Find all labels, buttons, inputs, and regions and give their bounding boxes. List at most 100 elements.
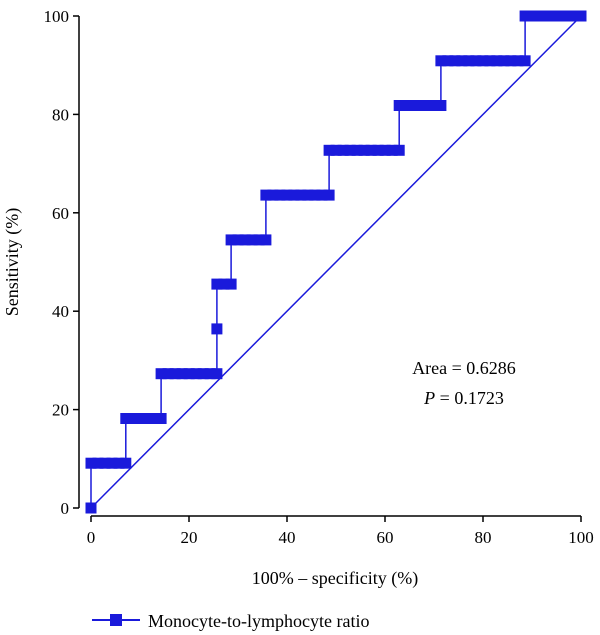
roc-point-marker [372, 144, 384, 156]
roc-point-marker [148, 413, 160, 424]
roc-point-marker [519, 10, 531, 22]
roc-point-marker [120, 457, 132, 469]
roc-point-marker [197, 368, 209, 380]
roc-point-marker [442, 55, 454, 67]
y-tick-label: 80 [52, 105, 69, 124]
roc-markers [85, 10, 587, 514]
roc-point-marker [218, 278, 230, 290]
x-tick-label: 0 [87, 528, 96, 547]
roc-point-marker [435, 55, 447, 67]
roc-point-marker [155, 368, 167, 380]
roc-point-marker [505, 55, 517, 67]
roc-point-marker [85, 457, 97, 469]
roc-point-marker [190, 368, 202, 380]
roc-point-marker [470, 55, 482, 67]
roc-point-marker [85, 502, 97, 514]
roc-point-marker [393, 100, 405, 111]
roc-point-marker [127, 413, 139, 424]
roc-point-marker [183, 368, 195, 380]
roc-point-marker [253, 234, 265, 246]
roc-point-marker [302, 189, 314, 201]
roc-point-marker [568, 10, 580, 22]
roc-point-marker [295, 189, 307, 201]
roc-point-marker [337, 144, 349, 156]
roc-point-marker [351, 144, 363, 156]
y-tick-label: 60 [52, 204, 69, 223]
legend-marker-icon [110, 614, 122, 626]
roc-point-marker [365, 144, 377, 156]
roc-point-marker [456, 55, 468, 67]
y-axis-title: Sensitivity (%) [2, 208, 23, 317]
roc-point-marker [176, 368, 188, 380]
roc-point-marker [400, 100, 412, 111]
y-tick-label: 20 [52, 401, 69, 420]
roc-point-marker [274, 189, 286, 201]
roc-point-marker [232, 234, 244, 246]
roc-point-marker [323, 189, 335, 201]
roc-point-marker [225, 278, 237, 290]
roc-point-marker [99, 457, 111, 469]
roc-point-marker [344, 144, 356, 156]
roc-point-marker [141, 413, 153, 424]
roc-point-marker [526, 10, 538, 22]
roc-point-marker [561, 10, 573, 22]
roc-point-marker [491, 55, 503, 67]
p-value-annotation: P = 0.1723 [423, 388, 504, 408]
roc-point-marker [169, 368, 181, 380]
roc-point-marker [519, 55, 531, 67]
roc-point-marker [533, 10, 545, 22]
roc-point-marker [449, 55, 461, 67]
roc-point-marker [162, 368, 174, 380]
roc-point-marker [211, 278, 223, 290]
roc-point-marker [414, 100, 426, 111]
roc-point-marker [323, 144, 335, 156]
legend: Monocyte-to-lymphocyte ratio [92, 611, 369, 631]
roc-point-marker [211, 323, 223, 335]
roc-point-marker [379, 144, 391, 156]
roc-point-marker [477, 55, 489, 67]
roc-point-marker [106, 457, 118, 469]
x-tick-label: 40 [279, 528, 296, 547]
x-tick-label: 60 [377, 528, 394, 547]
roc-point-marker [134, 413, 146, 424]
roc-point-marker [120, 413, 132, 424]
roc-point-marker [421, 100, 433, 111]
roc-point-marker [260, 189, 272, 201]
p-symbol: P [423, 388, 435, 408]
roc-point-marker [155, 413, 167, 424]
roc-point-marker [575, 10, 587, 22]
roc-point-marker [463, 55, 475, 67]
roc-point-marker [225, 234, 237, 246]
roc-point-marker [512, 55, 524, 67]
roc-point-marker [435, 100, 447, 111]
x-axis-title: 100% – specificity (%) [252, 568, 418, 589]
roc-point-marker [92, 457, 104, 469]
roc-point-marker [540, 10, 552, 22]
roc-point-marker [547, 10, 559, 22]
y-ticks: 0 20 40 60 80 100 [44, 7, 79, 518]
roc-point-marker [246, 234, 258, 246]
roc-point-marker [407, 100, 419, 111]
roc-point-marker [113, 457, 125, 469]
roc-point-marker [260, 234, 272, 246]
x-ticks: 0 20 40 60 80 100 [87, 516, 594, 547]
p-value: = 0.1723 [435, 388, 504, 408]
roc-point-marker [554, 10, 566, 22]
roc-point-marker [393, 144, 405, 156]
plot-area: 0 20 40 60 80 100 0 20 40 60 80 100 [44, 7, 594, 547]
x-tick-label: 100 [568, 528, 594, 547]
roc-point-marker [330, 144, 342, 156]
legend-label: Monocyte-to-lymphocyte ratio [148, 611, 369, 631]
roc-point-marker [211, 368, 223, 380]
area-annotation: Area = 0.6286 [412, 358, 516, 378]
roc-point-marker [386, 144, 398, 156]
roc-point-marker [358, 144, 370, 156]
roc-point-marker [309, 189, 321, 201]
roc-point-marker [288, 189, 300, 201]
x-tick-label: 80 [475, 528, 492, 547]
roc-point-marker [267, 189, 279, 201]
roc-point-marker [239, 234, 251, 246]
reference-line [90, 15, 582, 509]
roc-point-marker [484, 55, 496, 67]
